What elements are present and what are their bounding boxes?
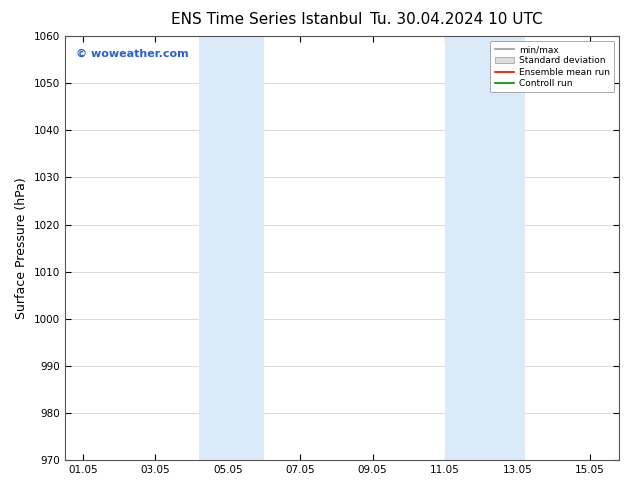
Y-axis label: Surface Pressure (hPa): Surface Pressure (hPa) <box>15 177 28 319</box>
Legend: min/max, Standard deviation, Ensemble mean run, Controll run: min/max, Standard deviation, Ensemble me… <box>490 41 614 93</box>
Text: ENS Time Series Istanbul: ENS Time Series Istanbul <box>171 12 362 27</box>
Bar <box>445 36 525 460</box>
Text: © woweather.com: © woweather.com <box>75 49 188 59</box>
Text: Tu. 30.04.2024 10 UTC: Tu. 30.04.2024 10 UTC <box>370 12 543 27</box>
Bar <box>198 36 264 460</box>
